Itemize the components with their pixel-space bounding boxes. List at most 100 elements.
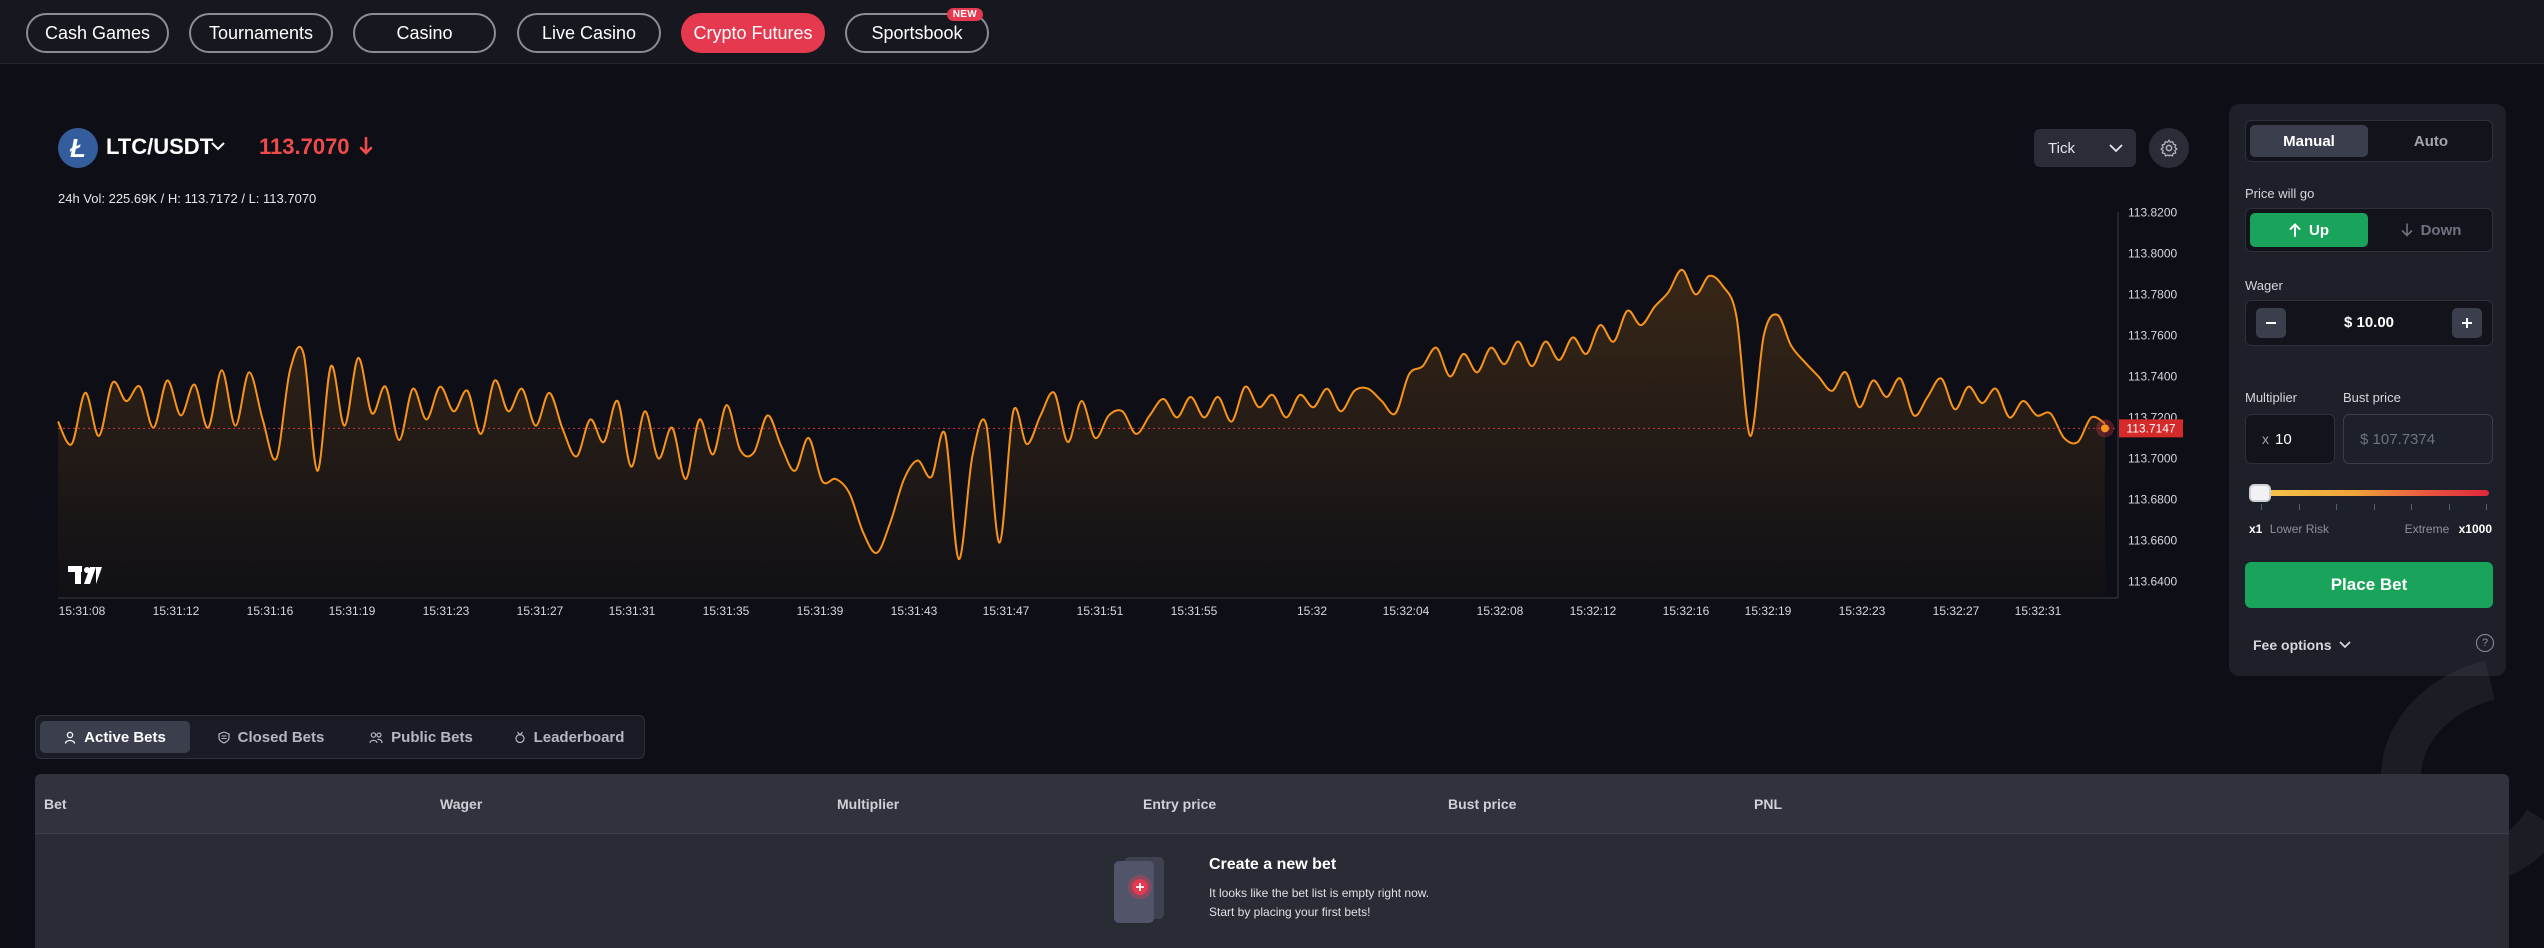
x-tick-label: 15:32:23 xyxy=(1839,604,1886,618)
x-tick-label: 15:32:31 xyxy=(2015,604,2062,618)
nav-crypto-futures[interactable]: Crypto Futures xyxy=(681,13,825,53)
chevron-down-icon xyxy=(2109,144,2123,153)
chart-settings-button[interactable] xyxy=(2149,128,2189,168)
slider-ticks xyxy=(2261,504,2487,510)
x-tick-label: 15:31:19 xyxy=(329,604,376,618)
x-tick-label: 15:32:04 xyxy=(1383,604,1430,618)
mode-toggle: Manual Auto xyxy=(2245,120,2493,162)
nav-label: Live Casino xyxy=(541,22,637,43)
risk-low-text: Lower Risk xyxy=(2269,522,2330,536)
y-tick-label: 113.7400 xyxy=(2128,369,2177,383)
x-tick-label: 15:31:47 xyxy=(983,604,1030,618)
increase-wager-button[interactable] xyxy=(2452,308,2482,338)
x-tick-label: 15:32 xyxy=(1297,604,1327,618)
nav-cash-games[interactable]: Cash Games xyxy=(26,13,169,53)
x-tick-label: 15:31:08 xyxy=(59,604,106,618)
x-tick-label: 15:31:27 xyxy=(517,604,564,618)
direction-toggle: Up Down xyxy=(2245,208,2493,252)
x-tick-label: 15:32:16 xyxy=(1663,604,1710,618)
interval-value: Tick xyxy=(2048,139,2075,157)
x-tick-label: 15:32:27 xyxy=(1933,604,1980,618)
shield-icon xyxy=(218,730,230,744)
price-area xyxy=(58,269,2105,598)
multiplier-prefix: x xyxy=(2262,431,2269,447)
column-pnl: PNL xyxy=(1754,796,1782,812)
multiplier-value: 10 xyxy=(2275,430,2292,448)
user-icon xyxy=(64,731,76,744)
x-tick-label: 15:31:35 xyxy=(703,604,750,618)
empty-state-title: Create a new bet xyxy=(1209,856,1337,873)
arrow-up-icon xyxy=(2289,223,2301,237)
down-button[interactable]: Down xyxy=(2372,213,2490,247)
nav-casino[interactable]: Casino xyxy=(353,13,496,53)
x-tick-label: 15:32:08 xyxy=(1477,604,1524,618)
tab-label: Public Bets xyxy=(391,728,473,746)
nav-label: Cash Games xyxy=(44,22,151,43)
chevron-down-icon[interactable] xyxy=(208,136,228,156)
wager-label: Wager xyxy=(2245,278,2283,293)
column-bet: Bet xyxy=(44,796,67,812)
nav-label: Sportsbook xyxy=(871,22,963,43)
nav-label: Crypto Futures xyxy=(693,22,813,43)
bets-tabs: Active Bets Closed Bets Public Bets Lead… xyxy=(35,715,645,759)
nav-label: Tournaments xyxy=(208,22,314,43)
fee-options-toggle[interactable]: Fee options xyxy=(2253,637,2352,653)
decrease-wager-button[interactable] xyxy=(2256,308,2286,338)
trading-pair[interactable]: LTC/USDT xyxy=(106,134,214,159)
nav-label: Casino xyxy=(396,22,453,43)
empty-state-text: Start by placing your first bets! xyxy=(1209,905,1371,919)
x-tick-label: 15:31:43 xyxy=(891,604,938,618)
tab-label: Active Bets xyxy=(84,728,166,746)
bets-table: Bet Wager Multiplier Entry price Bust pr… xyxy=(35,774,2509,948)
risk-slider-handle[interactable] xyxy=(2249,484,2271,502)
multiplier-input[interactable]: x 10 xyxy=(2245,414,2335,464)
wager-value: $ 10.00 xyxy=(2343,314,2395,331)
nav-sportsbook[interactable]: Sportsbook NEW xyxy=(845,8,989,53)
column-entry-price: Entry price xyxy=(1143,796,1217,812)
x-tick-label: 15:31:16 xyxy=(247,604,294,618)
y-tick-label: 113.6600 xyxy=(2128,534,2177,548)
bust-price-label: Bust price xyxy=(2343,390,2401,405)
empty-state-text: It looks like the bet list is empty righ… xyxy=(1209,886,1430,900)
market-stats: 24h Vol: 225.69K / H: 113.7172 / L: 113.… xyxy=(58,191,317,206)
risk-slider-track[interactable] xyxy=(2249,490,2489,496)
y-tick-label: 113.8200 xyxy=(2128,205,2177,219)
empty-bets-illustration-icon xyxy=(1114,857,1164,923)
table-header: Bet Wager Multiplier Entry price Bust pr… xyxy=(35,774,2509,834)
current-price-tag-label: 113.7147 xyxy=(2126,421,2175,435)
users-icon xyxy=(369,731,383,743)
auto-tab[interactable]: Auto xyxy=(2413,132,2449,150)
y-tick-label: 113.7800 xyxy=(2128,287,2177,301)
tab-active-bets[interactable]: Active Bets xyxy=(40,721,190,753)
tab-closed-bets[interactable]: Closed Bets xyxy=(196,721,346,753)
x-tick-label: 15:31:23 xyxy=(423,604,470,618)
arrow-down-icon xyxy=(2401,223,2412,237)
chevron-down-icon xyxy=(2338,641,2351,649)
column-multiplier: Multiplier xyxy=(837,796,900,812)
manual-tab[interactable]: Manual xyxy=(2250,125,2368,157)
column-bust-price: Bust price xyxy=(1448,796,1517,812)
y-tick-label: 113.8000 xyxy=(2128,246,2177,260)
nav-tournaments[interactable]: Tournaments xyxy=(189,13,333,53)
down-label: Down xyxy=(2420,221,2462,239)
up-button[interactable]: Up xyxy=(2250,213,2368,247)
risk-low-multiplier: x1 xyxy=(2249,522,2263,536)
help-icon[interactable]: ? xyxy=(2476,634,2494,652)
tab-public-bets[interactable]: Public Bets xyxy=(346,721,496,753)
fee-options-label: Fee options xyxy=(2253,637,2332,653)
interval-select[interactable]: Tick xyxy=(2034,129,2136,167)
risk-high-text: Extreme xyxy=(2404,522,2450,536)
tab-leaderboard[interactable]: Leaderboard xyxy=(496,721,642,753)
nav-live-casino[interactable]: Live Casino xyxy=(517,13,661,53)
x-tick-label: 15:31:39 xyxy=(797,604,844,618)
place-bet-button[interactable]: Place Bet xyxy=(2245,562,2493,608)
x-tick-label: 15:31:51 xyxy=(1077,604,1124,618)
current-price-tag xyxy=(2119,419,2183,438)
new-badge: NEW xyxy=(946,8,983,21)
tradingview-logo xyxy=(68,566,102,584)
y-tick-label: 113.7000 xyxy=(2128,451,2177,465)
wager-input[interactable]: $ 10.00 xyxy=(2245,300,2493,346)
arrow-down-icon xyxy=(359,136,372,155)
column-wager: Wager xyxy=(440,796,483,812)
